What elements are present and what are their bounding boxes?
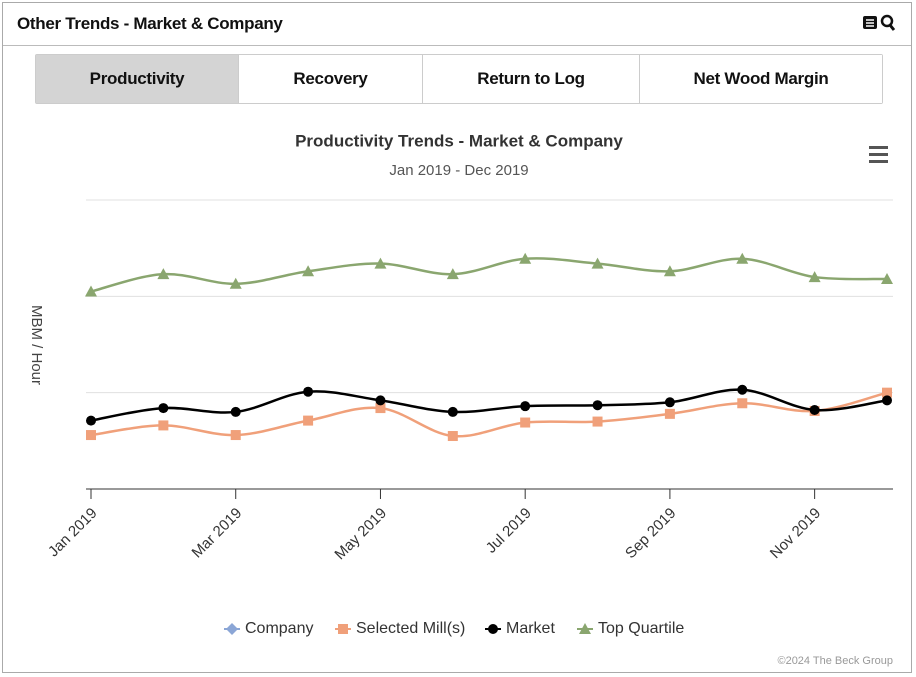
zoom-icon[interactable] <box>880 14 894 28</box>
x-tick-label: Jan 2019 <box>45 505 101 561</box>
legend-item[interactable]: Selected Mill(s) <box>335 620 465 637</box>
series-line <box>90 388 888 422</box>
point <box>303 415 314 426</box>
tab-bar: Productivity Recovery Return to Log Net … <box>35 54 883 104</box>
x-tick-label: Nov 2019 <box>767 505 824 562</box>
point <box>737 384 748 395</box>
point <box>375 395 386 406</box>
series-line <box>90 257 888 293</box>
header: Other Trends - Market & Company <box>3 3 911 46</box>
zoom-handle <box>888 24 896 31</box>
point <box>519 252 532 264</box>
legend-label: Top Quartile <box>598 620 684 637</box>
point <box>809 405 820 416</box>
tab[interactable]: Return to Log <box>423 55 640 103</box>
point <box>157 268 170 280</box>
tab[interactable]: Recovery <box>239 55 423 103</box>
point <box>302 265 315 277</box>
legend-item[interactable]: Company <box>224 620 313 637</box>
x-tick-label: May 2019 <box>331 505 390 564</box>
point <box>85 285 97 297</box>
point <box>664 408 675 419</box>
point <box>229 277 242 289</box>
point <box>737 398 748 409</box>
header-title: Other Trends - Market & Company <box>17 14 283 33</box>
legend-label: Market <box>506 620 555 637</box>
point <box>447 406 458 417</box>
legend-item[interactable]: Market <box>485 620 555 637</box>
point <box>882 395 892 406</box>
point <box>592 416 603 427</box>
point <box>86 430 96 441</box>
point <box>447 431 458 442</box>
point <box>488 624 498 634</box>
x-tick-label: Sep 2019 <box>622 505 679 562</box>
point <box>520 417 531 428</box>
series-line <box>90 391 888 438</box>
credit: ©2024 The Beck Group <box>777 655 893 667</box>
point <box>520 401 531 412</box>
point <box>375 403 386 414</box>
point <box>303 386 314 397</box>
point <box>230 406 241 417</box>
point <box>230 430 241 441</box>
x-tick-label: Mar 2019 <box>189 505 246 562</box>
menu-icon[interactable] <box>869 146 888 163</box>
legend-label: Company <box>245 620 313 637</box>
header-icons <box>863 14 896 31</box>
menu-bar <box>869 153 888 156</box>
chart-title: Productivity Trends - Market & Company <box>295 131 623 150</box>
point <box>158 403 169 414</box>
point <box>446 268 459 280</box>
point <box>338 624 348 634</box>
point <box>374 257 387 269</box>
point <box>882 387 892 398</box>
point <box>158 420 169 431</box>
point <box>579 623 591 634</box>
chart-subtitle: Jan 2019 - Dec 2019 <box>389 162 528 179</box>
legend-label: Selected Mill(s) <box>356 620 465 637</box>
point <box>226 623 238 635</box>
menu-bar <box>869 160 888 163</box>
point <box>808 271 821 283</box>
legend-item[interactable]: Top Quartile <box>577 620 684 637</box>
x-tick-label: Jul 2019 <box>483 505 535 557</box>
point <box>592 400 603 411</box>
point <box>663 265 676 277</box>
tab[interactable]: Net Wood Margin <box>640 55 882 103</box>
point <box>591 257 604 269</box>
point <box>881 272 893 284</box>
menu-bar <box>869 146 888 149</box>
point <box>736 252 749 264</box>
y-axis-label: MBM / Hour <box>28 305 45 385</box>
point <box>86 415 96 426</box>
point <box>664 397 675 408</box>
tab[interactable]: Productivity <box>36 55 239 103</box>
